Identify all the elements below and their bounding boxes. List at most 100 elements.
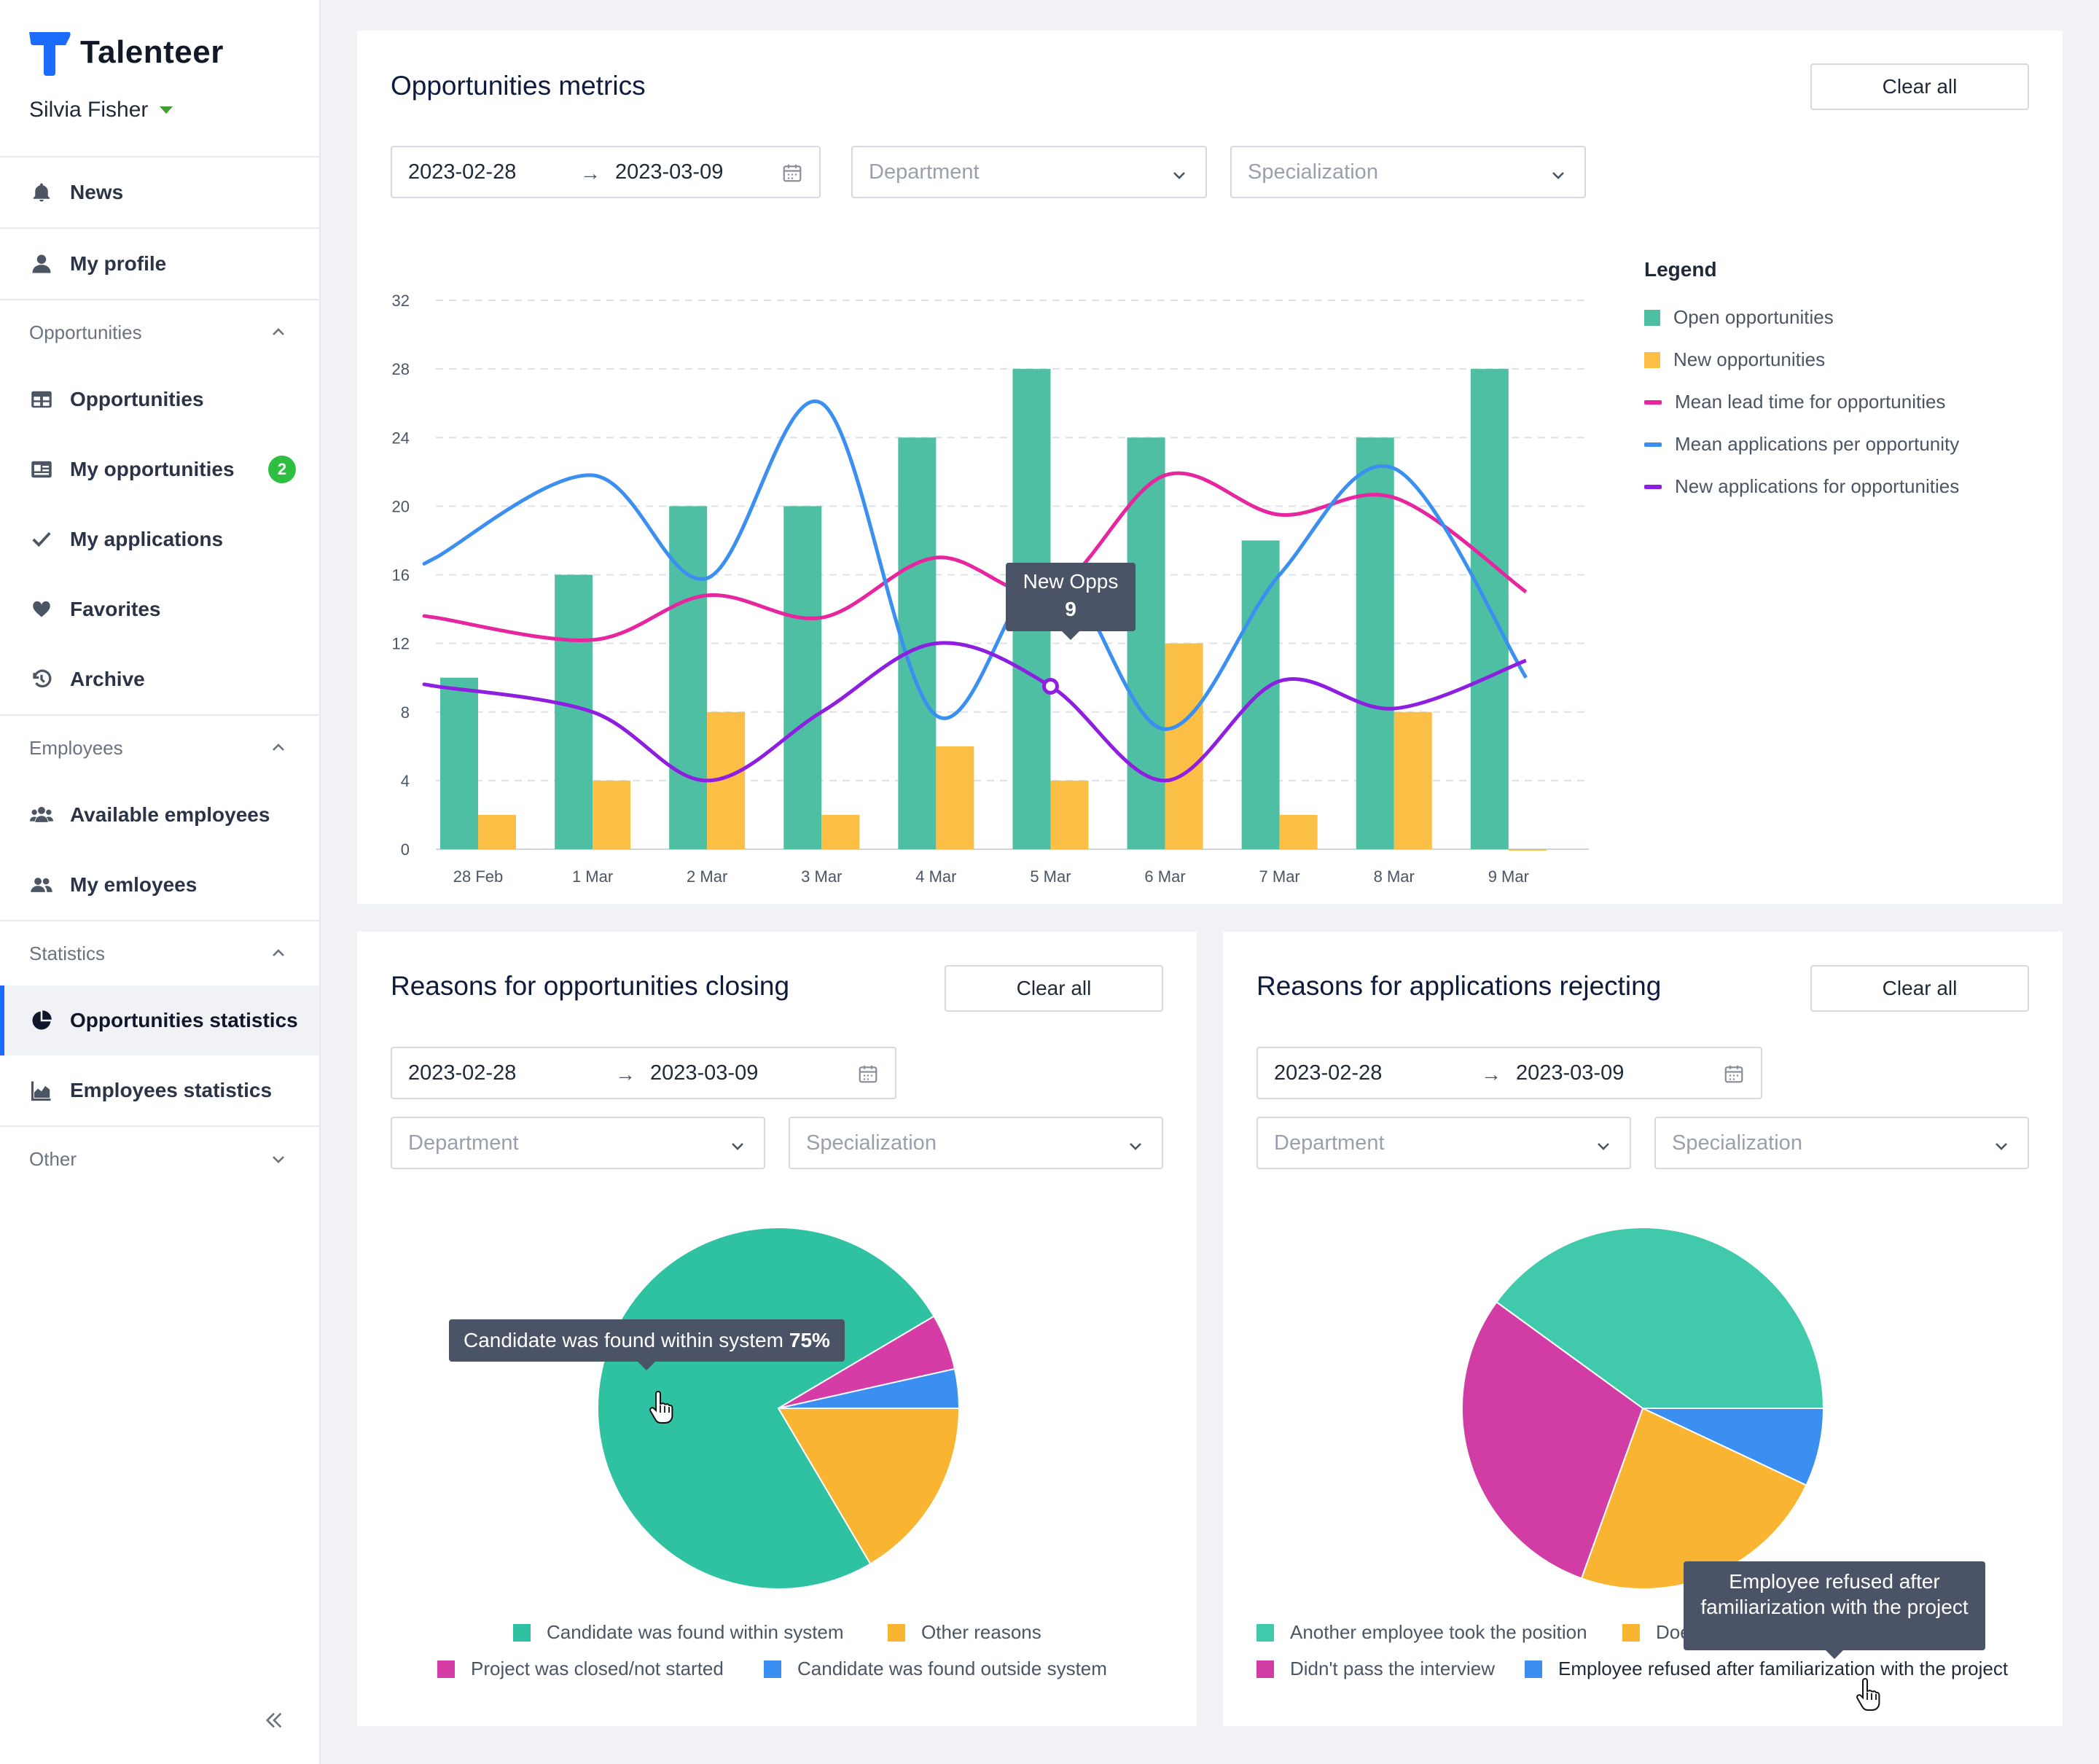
section-statistics[interactable]: Statistics — [0, 932, 319, 975]
sidebar-item-my-profile[interactable]: My profile — [0, 236, 319, 292]
clear-all-button[interactable]: Clear all — [1810, 63, 2029, 110]
table-icon — [29, 387, 54, 412]
department-select[interactable]: Department — [851, 146, 1207, 198]
legend-label: New applications for opportunities — [1675, 475, 1960, 497]
department-select[interactable]: Department — [1256, 1117, 1631, 1169]
app-logo[interactable]: Talenteer — [29, 29, 224, 76]
pie-legend-item[interactable]: Didn't pass the interview — [1256, 1658, 1495, 1680]
x-tick-label: 4 Mar — [915, 867, 956, 886]
bar — [1394, 711, 1432, 849]
legend-item[interactable]: Mean lead time for opportunities — [1644, 391, 1945, 413]
sidebar-item-opportunities-statistics[interactable]: Opportunities statistics — [0, 986, 319, 1055]
sidebar-item-label: News — [70, 181, 124, 203]
legend-title: Legend — [1644, 258, 1717, 281]
legend-swatch — [1644, 351, 1660, 368]
opportunities-closing-card: Reasons for opportunities closing Clear … — [357, 932, 1197, 1726]
bar — [440, 677, 478, 849]
legend-item[interactable]: Mean applications per opportunity — [1644, 433, 1959, 456]
clear-all-button[interactable]: Clear all — [945, 965, 1163, 1012]
y-tick-label: 32 — [392, 292, 410, 310]
legend-swatch — [1622, 1623, 1640, 1642]
legend-swatch — [1256, 1623, 1274, 1642]
series-line — [422, 641, 1527, 783]
collapse-sidebar-button[interactable] — [259, 1706, 289, 1735]
legend-swatch — [1525, 1660, 1542, 1678]
y-tick-label: 12 — [392, 635, 410, 653]
closing-pie-chart — [597, 1227, 961, 1590]
hover-point — [1041, 677, 1059, 695]
bar — [936, 746, 974, 849]
specialization-select[interactable]: Specialization — [1230, 146, 1586, 198]
pie-legend-item[interactable]: Other reasons — [888, 1621, 1041, 1644]
date-to: 2023-03-09 — [650, 1061, 759, 1085]
legend-item[interactable]: Open opportunities — [1644, 306, 1834, 329]
sidebar: Talenteer Silvia Fisher News My profile … — [0, 0, 321, 1764]
pie-legend-item[interactable]: Employee refused after familiarization w… — [1525, 1658, 2008, 1680]
divider — [0, 920, 321, 921]
sidebar-item-my-employees[interactable]: My emloyees — [0, 857, 319, 913]
sidebar-item-employees-statistics[interactable]: Employees statistics — [0, 1063, 319, 1118]
chevron-down-icon — [1996, 1143, 2007, 1150]
x-tick-label: 9 Mar — [1488, 867, 1529, 886]
legend-label: Candidate was found within system — [547, 1621, 844, 1643]
divider — [0, 227, 321, 229]
divider — [0, 156, 321, 157]
users-icon — [29, 803, 54, 827]
card-title: Opportunities metrics — [391, 71, 646, 101]
pie-slice — [1495, 1227, 1825, 1409]
bar — [555, 574, 593, 849]
bar — [1279, 814, 1318, 849]
user-menu[interactable]: Silvia Fisher — [29, 98, 173, 122]
sidebar-item-news[interactable]: News — [0, 165, 319, 220]
rejecting-pie-chart — [1461, 1227, 1825, 1590]
section-other[interactable]: Other — [0, 1137, 319, 1181]
section-title: Other — [29, 1147, 77, 1170]
legend-label: Mean applications per opportunity — [1675, 433, 1960, 455]
sidebar-item-my-opportunities[interactable]: My opportunities 2 — [0, 442, 319, 497]
chevron-down-icon — [1552, 172, 1564, 179]
sidebar-item-my-applications[interactable]: My applications — [0, 512, 319, 567]
legend-item[interactable]: New opportunities — [1644, 348, 1825, 371]
heart-icon — [29, 597, 54, 622]
section-employees[interactable]: Employees — [0, 726, 319, 770]
pie-legend-item[interactable]: Project was closed/not started — [437, 1658, 724, 1680]
x-tick-label: 28 Feb — [453, 867, 504, 886]
chevron-down-icon — [732, 1143, 743, 1150]
y-tick-label: 24 — [392, 429, 410, 447]
date-range-picker[interactable]: 2023-02-28 → 2023-03-09 — [391, 1047, 896, 1099]
legend-label: Didn't pass the interview — [1290, 1658, 1495, 1679]
legend-label: Project was closed/not started — [471, 1658, 724, 1679]
bar — [1050, 780, 1089, 849]
pie-legend-item[interactable]: Candidate was found outside system — [764, 1658, 1107, 1680]
sidebar-item-label: Available employees — [70, 803, 270, 826]
section-opportunities[interactable]: Opportunities — [0, 311, 319, 354]
legend-swatch — [1644, 399, 1662, 405]
chevron-up-icon — [273, 744, 284, 751]
legend-swatch — [764, 1660, 781, 1678]
y-tick-label: 4 — [401, 772, 410, 790]
tooltip-label: New Opps — [1023, 570, 1119, 593]
sidebar-item-archive[interactable]: Archive — [0, 652, 319, 707]
legend-tooltip: Employee refused after familiarization w… — [1684, 1561, 1985, 1659]
y-tick-label: 16 — [392, 566, 410, 585]
legend-item[interactable]: New applications for opportunities — [1644, 475, 1959, 498]
app-name: Talenteer — [80, 34, 224, 70]
specialization-select[interactable]: Specialization — [789, 1117, 1163, 1169]
date-range-picker[interactable]: 2023-02-28 → 2023-03-09 — [391, 146, 821, 198]
sidebar-item-opportunities[interactable]: Opportunities — [0, 372, 319, 427]
x-tick-label: 6 Mar — [1144, 867, 1185, 886]
sidebar-item-available-employees[interactable]: Available employees — [0, 787, 319, 843]
id-card-icon — [29, 457, 54, 482]
date-range-picker[interactable]: 2023-02-28 → 2023-03-09 — [1256, 1047, 1762, 1099]
sidebar-item-favorites[interactable]: Favorites — [0, 582, 319, 637]
pie-chart-icon — [29, 1008, 54, 1033]
clear-all-button[interactable]: Clear all — [1810, 965, 2029, 1012]
specialization-select[interactable]: Specialization — [1654, 1117, 2029, 1169]
pie-legend-item[interactable]: Another employee took the position — [1256, 1621, 1587, 1644]
history-icon — [29, 667, 54, 692]
bar — [1356, 437, 1394, 849]
department-select[interactable]: Department — [391, 1117, 765, 1169]
sidebar-item-label: Opportunities — [70, 388, 204, 410]
department-placeholder: Department — [1274, 1131, 1385, 1155]
pie-legend-item[interactable]: Candidate was found within system — [513, 1621, 844, 1644]
